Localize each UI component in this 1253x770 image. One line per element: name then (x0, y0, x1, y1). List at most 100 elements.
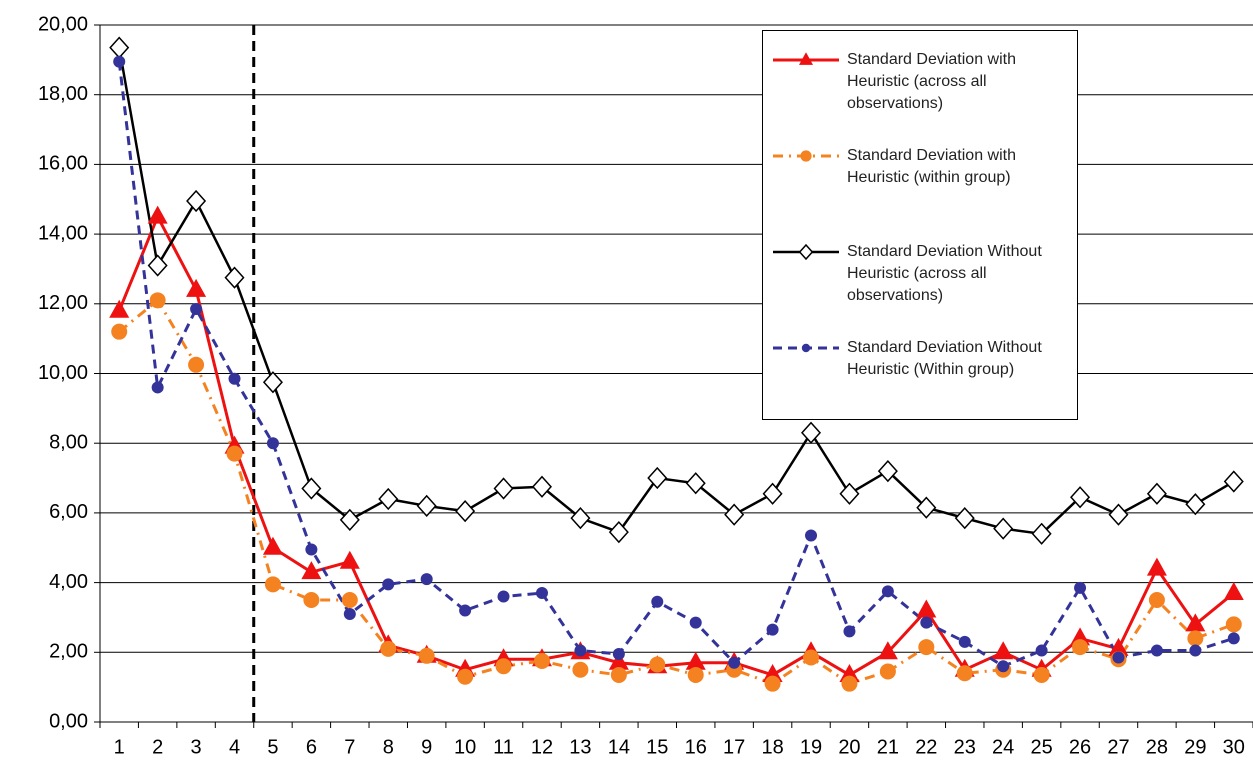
marker (574, 644, 587, 657)
marker (608, 651, 629, 670)
marker (1035, 644, 1048, 657)
legend-entry: Standard Deviation with Heuristic (withi… (771, 145, 1079, 189)
legend-swatch (773, 343, 839, 353)
marker (649, 656, 666, 673)
x-tick-label: 9 (421, 736, 432, 758)
marker (226, 445, 243, 462)
series-line (117, 47, 1235, 536)
marker (1070, 486, 1091, 509)
x-tick-label: 29 (1184, 736, 1206, 758)
marker (877, 459, 898, 483)
legend-label: Standard Deviation with Heuristic (withi… (847, 147, 1016, 186)
x-tick-label: 28 (1146, 736, 1168, 758)
marker (459, 604, 472, 617)
marker (228, 372, 241, 385)
marker (455, 500, 476, 523)
x-tick-label: 23 (954, 736, 976, 758)
x-tick-label: 4 (229, 736, 240, 758)
y-tick-label: 16,00 (38, 153, 88, 175)
marker (798, 243, 814, 261)
marker (993, 517, 1014, 540)
marker (1223, 470, 1244, 493)
x-tick-label: 14 (608, 736, 630, 758)
marker (305, 543, 318, 556)
marker (378, 487, 399, 511)
marker (266, 437, 279, 450)
marker (151, 381, 164, 394)
marker (1031, 522, 1052, 545)
marker (301, 561, 322, 580)
x-tick-label: 12 (531, 736, 553, 758)
marker (879, 663, 896, 680)
y-tick-label: 10,00 (38, 362, 88, 384)
marker (343, 607, 356, 620)
marker (803, 649, 820, 666)
x-tick-label: 25 (1030, 736, 1052, 758)
x-tick-label: 16 (685, 736, 707, 758)
y-tick-label: 14,00 (38, 222, 88, 244)
marker (1187, 630, 1204, 647)
marker (570, 507, 591, 530)
series-line (117, 213, 1235, 677)
marker (805, 529, 818, 542)
y-tick-label: 12,00 (38, 292, 88, 314)
marker (111, 323, 128, 340)
marker (800, 150, 812, 162)
marker (801, 421, 822, 444)
marker (651, 595, 664, 608)
x-tick-label: 8 (383, 736, 394, 758)
legend-entry: Standard Deviation with Heuristic (acros… (771, 49, 1079, 115)
marker (1150, 644, 1163, 657)
marker (1108, 637, 1129, 656)
marker (339, 508, 360, 531)
marker (916, 496, 937, 519)
marker (341, 592, 358, 609)
legend-label: Standard Deviation Without Heuristic (ac… (847, 243, 1042, 304)
x-tick-label: 17 (723, 736, 745, 758)
legend-label: Standard Deviation with Heuristic (acros… (847, 51, 1016, 112)
marker (956, 665, 973, 682)
marker (841, 675, 858, 692)
marker (1148, 592, 1165, 609)
legend-label: Standard Deviation Without Heuristic (Wi… (847, 339, 1042, 378)
y-tick-label: 4,00 (49, 571, 88, 593)
marker (993, 641, 1014, 660)
marker (420, 573, 433, 586)
marker (728, 656, 741, 669)
marker (533, 653, 550, 670)
legend: Standard Deviation with Heuristic (acros… (762, 30, 1078, 420)
marker (685, 472, 706, 495)
marker (1074, 581, 1087, 594)
x-tick-label: 21 (877, 736, 899, 758)
marker (843, 625, 856, 638)
x-tick-label: 26 (1069, 736, 1091, 758)
marker (303, 592, 320, 609)
marker (264, 576, 281, 593)
x-tick-label: 30 (1223, 736, 1245, 758)
x-tick-label: 3 (191, 736, 202, 758)
legend-swatch (773, 150, 839, 162)
marker (1146, 557, 1167, 576)
marker (1112, 651, 1125, 664)
marker (764, 675, 781, 692)
y-tick-label: 8,00 (49, 431, 88, 453)
marker (109, 36, 130, 59)
marker (612, 648, 625, 661)
marker (147, 254, 168, 277)
marker (1223, 582, 1244, 601)
marker (1189, 644, 1202, 657)
marker (301, 477, 322, 500)
marker (572, 661, 589, 678)
marker (495, 658, 512, 675)
marker (531, 475, 552, 498)
x-tick-label: 24 (992, 736, 1014, 758)
marker (186, 278, 207, 297)
marker (1033, 666, 1050, 683)
marker (997, 660, 1010, 673)
marker (147, 205, 168, 224)
y-tick-label: 2,00 (49, 641, 88, 663)
marker (149, 292, 166, 309)
marker (685, 651, 706, 670)
